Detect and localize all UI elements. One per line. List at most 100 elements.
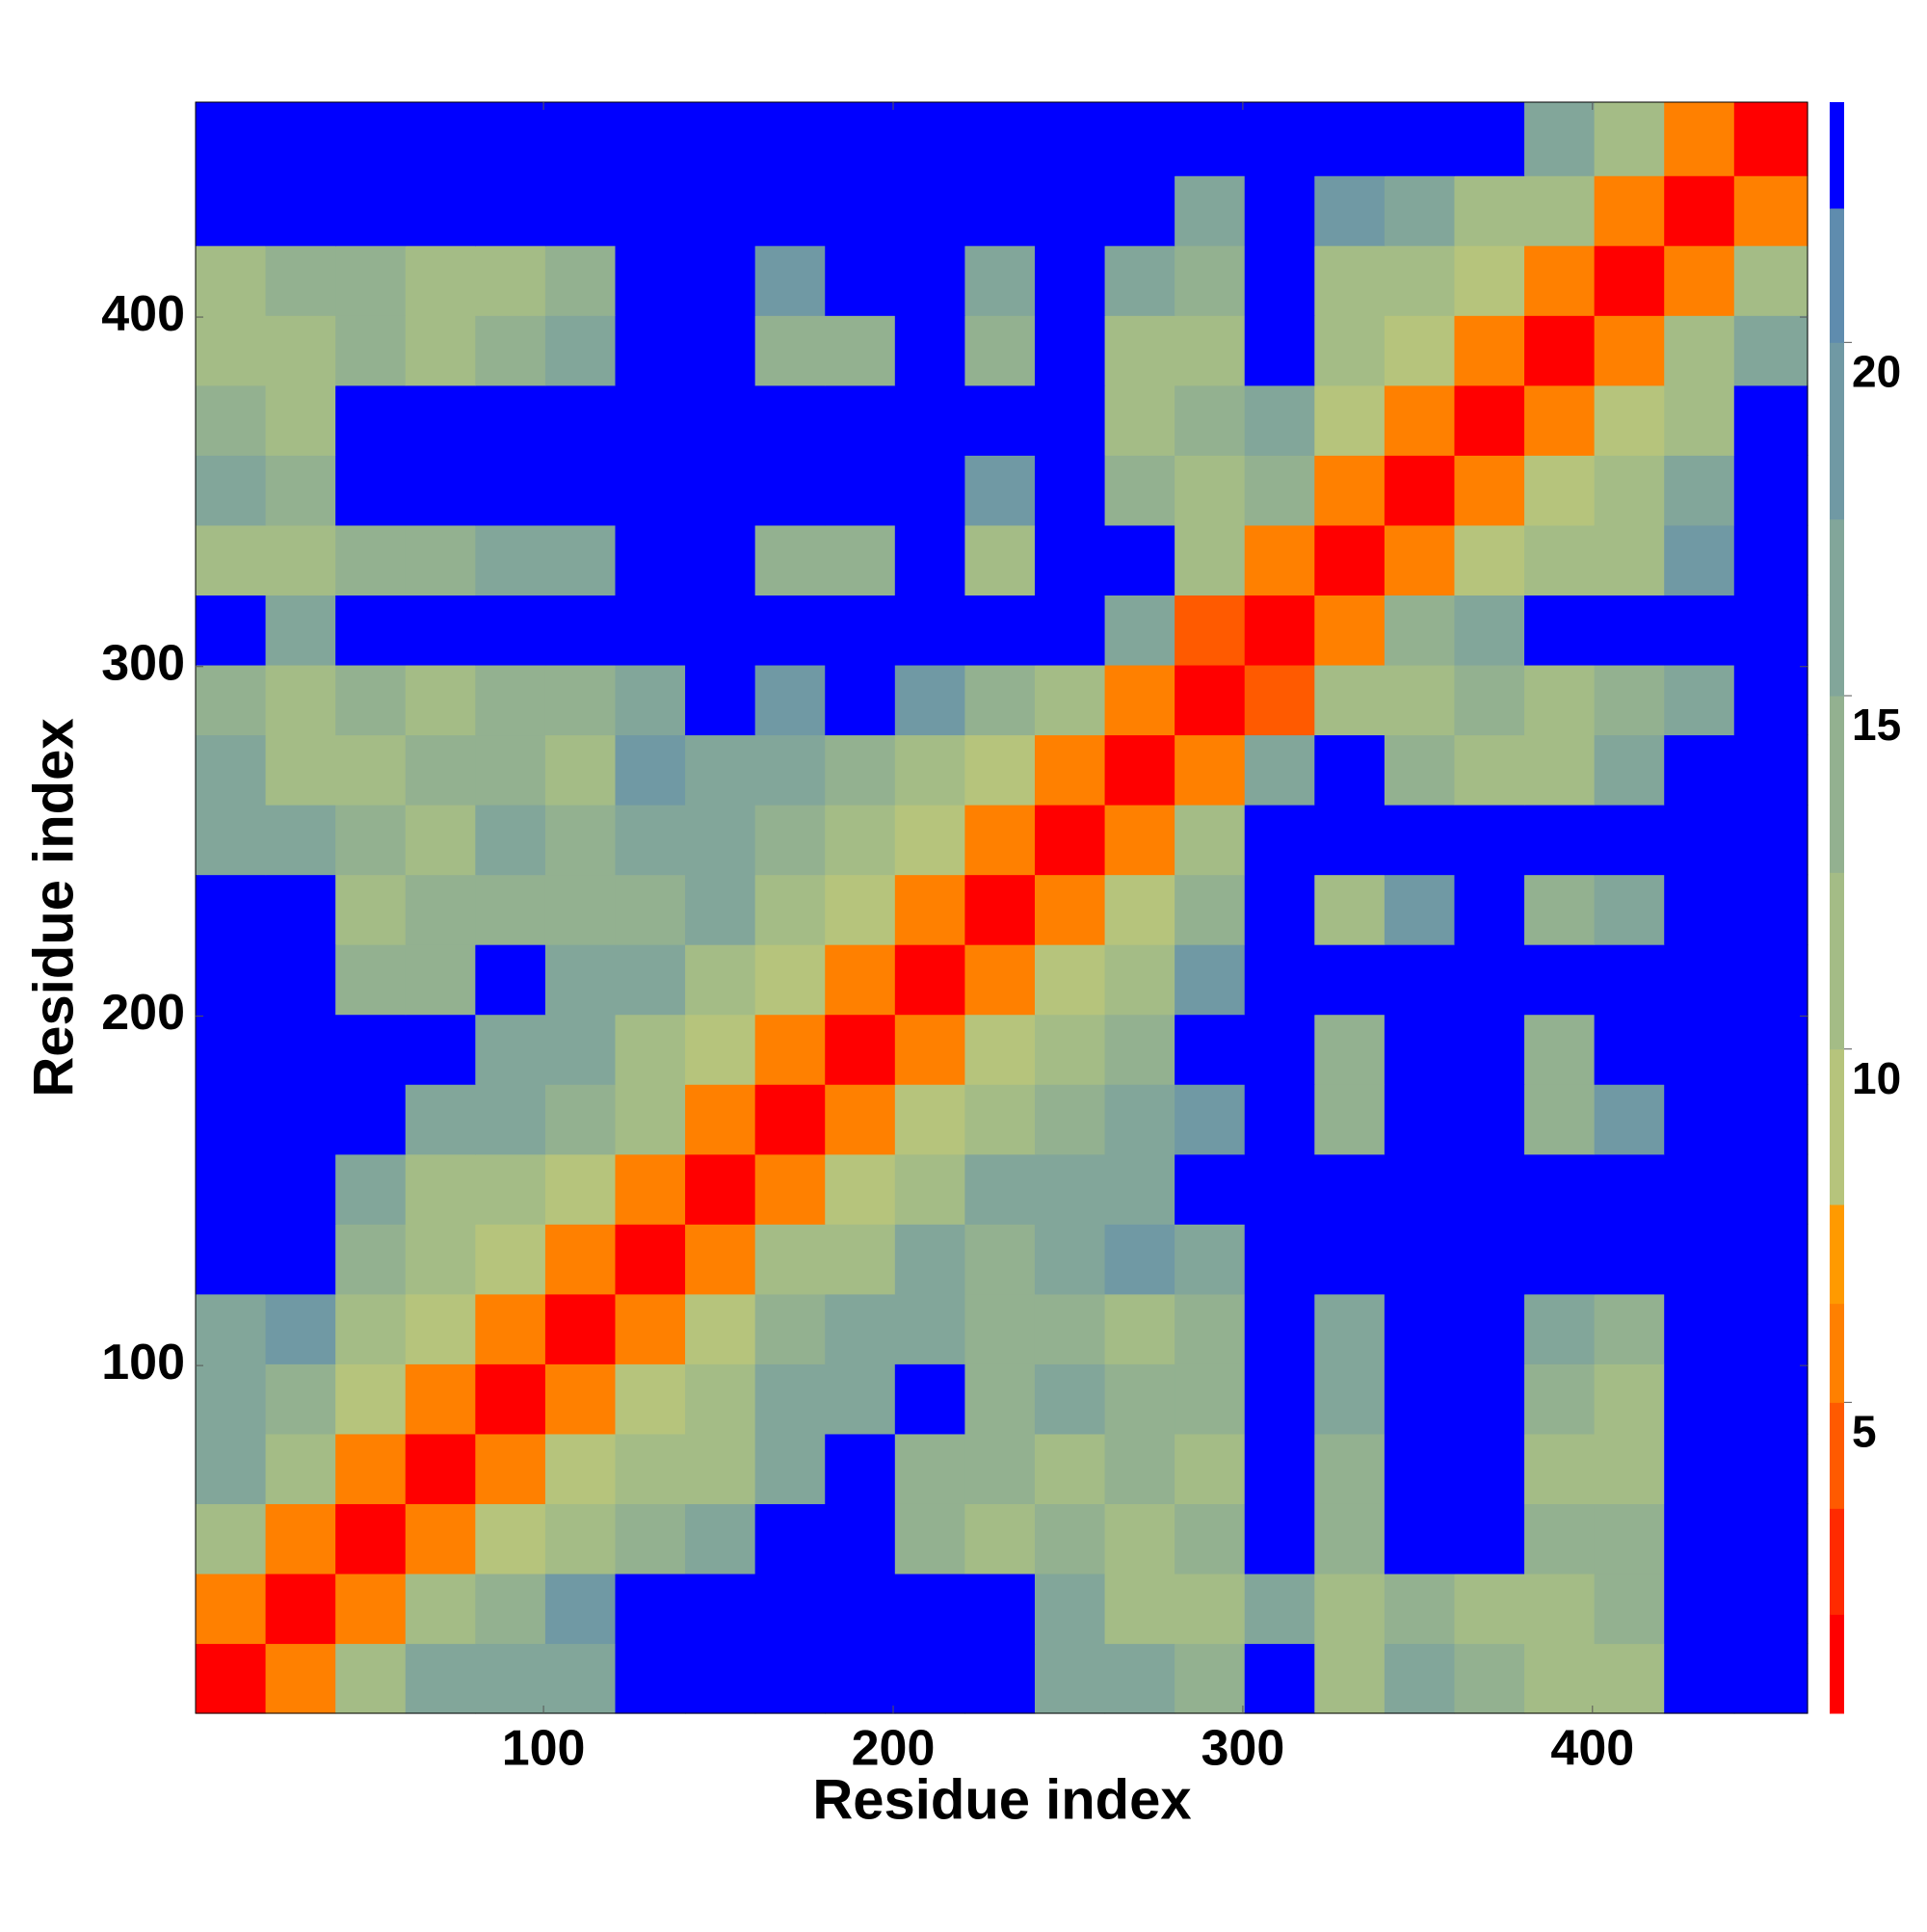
heatmap-cell: [1034, 384, 1106, 456]
heatmap-cell: [1384, 245, 1456, 316]
heatmap-cell: [754, 1293, 826, 1364]
heatmap-cell: [196, 664, 267, 736]
heatmap-cell: [405, 175, 476, 247]
heatmap-cell: [1524, 1363, 1596, 1435]
heatmap-cell: [964, 874, 1036, 945]
heatmap-cell: [1034, 1084, 1106, 1155]
heatmap-cell: [615, 1643, 686, 1714]
heatmap-cell: [1664, 1433, 1735, 1504]
heatmap-cell: [196, 1573, 267, 1645]
heatmap-cell: [475, 315, 546, 386]
heatmap-cell: [544, 384, 617, 456]
heatmap-cell: [1175, 524, 1246, 595]
heatmap-cell: [1175, 455, 1246, 526]
heatmap-cell: [1104, 1084, 1175, 1155]
heatmap-cell: [685, 384, 756, 456]
colorbar-segment: [1830, 208, 1844, 343]
heatmap-cell: [265, 102, 336, 176]
heatmap-cell: [1175, 102, 1246, 176]
heatmap-cell: [1733, 524, 1808, 595]
heatmap-cell: [265, 175, 336, 247]
heatmap-cell: [825, 1293, 896, 1364]
heatmap-cell: [475, 384, 546, 456]
heatmap-cell: [1664, 175, 1735, 247]
heatmap-cell: [825, 1433, 896, 1504]
heatmap-cell: [1314, 874, 1386, 945]
heatmap-cell: [1524, 1293, 1596, 1364]
heatmap-cell: [335, 455, 407, 526]
heatmap-cell: [335, 1224, 407, 1295]
heatmap-cell: [615, 805, 686, 876]
heatmap-cell: [1594, 384, 1665, 456]
heatmap-cell: [475, 1293, 546, 1364]
heatmap-cell: [754, 1224, 826, 1295]
heatmap-cell: [1314, 1643, 1386, 1714]
heatmap-cell: [1454, 245, 1525, 316]
heatmap-cell: [475, 1433, 546, 1504]
heatmap-cell: [1524, 1224, 1596, 1295]
heatmap-cell: [685, 455, 756, 526]
heatmap-cell: [1244, 1643, 1315, 1714]
heatmap-cell: [196, 1503, 267, 1575]
heatmap-cell: [754, 1084, 826, 1155]
heatmap-cell: [1384, 175, 1456, 247]
heatmap-cell: [685, 1503, 756, 1575]
heatmap-cell: [615, 1153, 686, 1225]
heatmap-cell: [265, 245, 336, 316]
heatmap-cell: [964, 102, 1036, 176]
heatmap-cell: [1175, 805, 1246, 876]
heatmap-cell: [1454, 1014, 1525, 1085]
heatmap-cell: [1244, 455, 1315, 526]
heatmap-cell: [894, 524, 965, 595]
heatmap-cell: [544, 455, 617, 526]
heatmap-cell: [1104, 1363, 1175, 1435]
heatmap-cell: [894, 245, 965, 316]
heatmap-cell: [1034, 1433, 1106, 1504]
heatmap-cell: [196, 595, 267, 666]
heatmap-cell: [1034, 734, 1106, 806]
heatmap-cell: [544, 102, 617, 176]
heatmap-cell: [1733, 1084, 1808, 1155]
heatmap-cell: [894, 1224, 965, 1295]
heatmap-cell: [1034, 944, 1106, 1016]
heatmap-cell: [265, 524, 336, 595]
heatmap-cell: [1104, 175, 1175, 247]
heatmap-cell: [754, 664, 826, 736]
heatmap-cell: [196, 524, 267, 595]
heatmap-cell: [475, 595, 546, 666]
heatmap-cell: [335, 1084, 407, 1155]
heatmap-cell: [265, 595, 336, 666]
heatmap-cell: [1034, 874, 1106, 945]
heatmap-cell: [685, 595, 756, 666]
heatmap-cell: [1384, 805, 1456, 876]
heatmap-cell: [405, 734, 476, 806]
heatmap-cell: [544, 315, 617, 386]
heatmap-cell: [196, 1433, 267, 1504]
heatmap-cell: [1034, 315, 1106, 386]
heatmap-cell: [1524, 524, 1596, 595]
heatmap-cell: [1034, 455, 1106, 526]
heatmap-cell: [405, 664, 476, 736]
heatmap-cell: [1454, 1363, 1525, 1435]
heatmap-cell: [825, 1014, 896, 1085]
heatmap-cell: [1104, 1643, 1175, 1714]
heatmap-cell: [265, 1643, 336, 1714]
heatmap-cell: [1454, 944, 1525, 1016]
heatmap-cell: [1524, 175, 1596, 247]
heatmap-cell: [265, 455, 336, 526]
heatmap-cell: [825, 315, 896, 386]
heatmap-cell: [754, 1643, 826, 1714]
heatmap-cell: [1524, 315, 1596, 386]
heatmap-cell: [964, 455, 1036, 526]
heatmap-cell: [1034, 595, 1106, 666]
heatmap-cell: [1594, 175, 1665, 247]
heatmap-cell: [1314, 805, 1386, 876]
heatmap-cell: [1175, 1084, 1246, 1155]
heatmap-cell: [335, 805, 407, 876]
heatmap-cell: [196, 1643, 267, 1714]
heatmap-cell: [1175, 1153, 1246, 1225]
heatmap-cell: [1454, 1224, 1525, 1295]
heatmap-cell: [1733, 874, 1808, 945]
heatmap-cell: [825, 874, 896, 945]
heatmap-cell: [1175, 1643, 1246, 1714]
